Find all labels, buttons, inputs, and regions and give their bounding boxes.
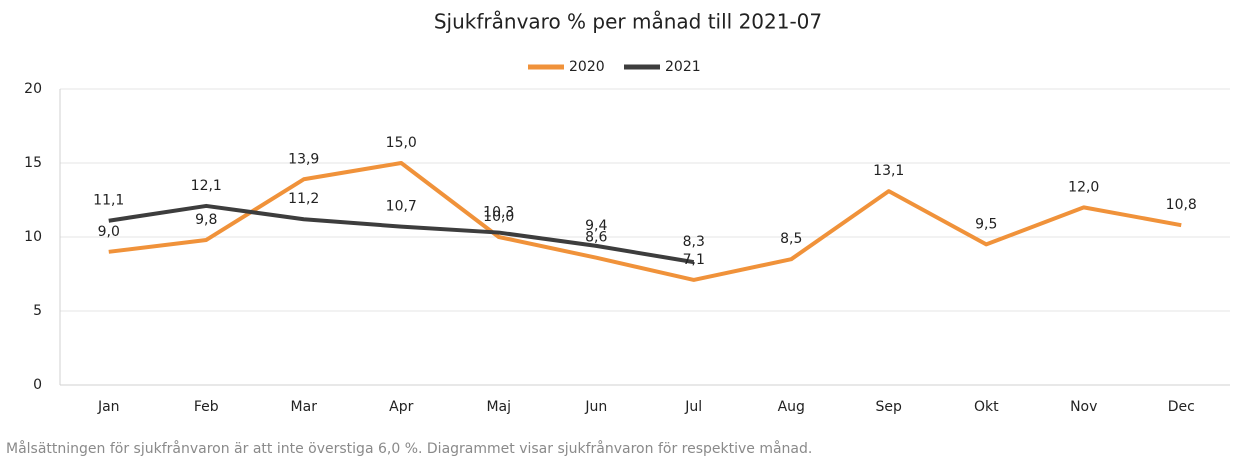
- chart-title: Sjukfrånvaro % per månad till 2021-07: [434, 10, 822, 34]
- x-tick-label: Jul: [684, 399, 702, 415]
- data-label: 12,0: [1068, 179, 1099, 195]
- data-label: 13,9: [288, 151, 319, 167]
- y-tick-label: 20: [24, 81, 42, 97]
- x-tick-label: Dec: [1168, 399, 1195, 415]
- data-label: 11,2: [288, 191, 319, 207]
- series-line: [108, 203, 695, 265]
- x-tick-label: Feb: [194, 399, 219, 415]
- series-line: [108, 161, 1182, 282]
- y-tick-label: 0: [33, 377, 42, 393]
- data-label: 9,5: [975, 216, 997, 232]
- x-tick-label: Jun: [584, 399, 607, 415]
- x-tick-label: Nov: [1070, 399, 1097, 415]
- data-label: 12,1: [191, 178, 222, 194]
- data-label: 8,3: [683, 234, 705, 250]
- y-tick-label: 5: [33, 303, 42, 319]
- legend-label: 2021: [665, 59, 701, 75]
- x-tick-label: Aug: [778, 399, 805, 415]
- data-label: 11,1: [93, 193, 124, 209]
- data-label: 7,1: [683, 252, 705, 268]
- footnote: Målsättningen för sjukfrånvaron är att i…: [6, 440, 812, 457]
- data-label: 8,6: [585, 230, 607, 246]
- data-label: 10,0: [483, 209, 514, 225]
- y-tick-label: 15: [24, 155, 42, 171]
- legend-label: 2020: [569, 59, 605, 75]
- x-tick-label: Mar: [291, 399, 318, 415]
- x-tick-label: Jan: [97, 399, 120, 415]
- y-tick-label: 10: [24, 229, 42, 245]
- data-label: 10,8: [1166, 197, 1197, 213]
- x-tick-label: Apr: [389, 399, 413, 415]
- data-label: 9,8: [195, 212, 217, 228]
- data-label: 9,4: [585, 218, 607, 234]
- data-label: 9,0: [98, 224, 120, 240]
- data-label: 13,1: [873, 163, 904, 179]
- x-tick-label: Okt: [974, 399, 999, 415]
- x-tick-label: Maj: [486, 399, 511, 415]
- data-label: 15,0: [386, 135, 417, 151]
- data-label: 10,7: [386, 199, 417, 215]
- data-label: 10,3: [483, 205, 514, 221]
- data-label: 8,5: [780, 231, 802, 247]
- x-tick-label: Sep: [876, 399, 903, 415]
